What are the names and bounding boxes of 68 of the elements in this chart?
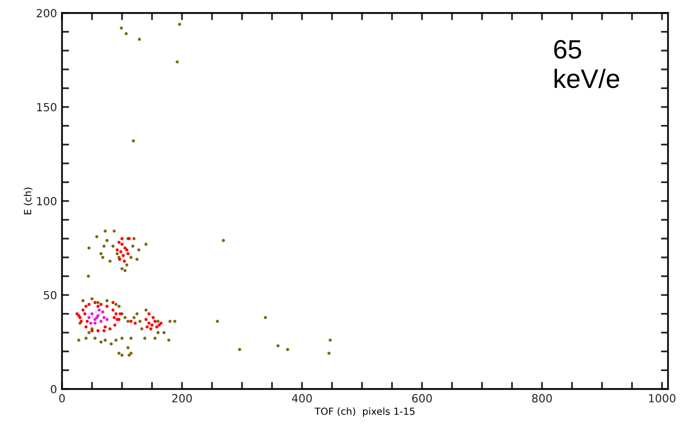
x-tick-label: 1000 [649,394,676,402]
point [153,320,157,323]
y-tick-label: 150 [37,102,56,112]
point [90,312,94,316]
point [89,322,92,325]
point [146,325,149,329]
x-tick-label: 400 [292,394,312,402]
point [87,316,91,320]
point [134,322,137,325]
point [111,308,115,312]
point [147,322,151,325]
point [102,329,106,332]
point [99,302,103,306]
point [120,237,124,240]
point [114,312,118,316]
x-tick-label: 600 [412,394,432,402]
point [152,316,155,320]
point [105,318,109,321]
point [102,316,106,320]
point [86,320,89,323]
point [104,325,107,329]
point [93,322,97,325]
point [150,324,154,327]
point [159,322,163,325]
point [155,325,158,329]
point [147,312,151,316]
point [117,240,121,244]
y-axis-title: E (ch) [24,188,32,214]
point [129,320,133,323]
y-tick-label: 100 [37,196,56,206]
annotation: 65 keV/e [554,40,620,88]
point [99,320,103,323]
point [144,318,148,321]
point [78,316,82,320]
point [123,246,127,250]
y-tick-label: 200 [36,8,56,18]
point [122,260,126,263]
point [93,300,97,304]
point [101,310,104,314]
x-tick-label: 200 [172,394,192,402]
point [105,304,109,308]
x-tick-label: 0 [59,394,65,402]
point [83,312,86,316]
point [94,310,98,314]
point [84,304,88,308]
point [112,316,116,320]
point [120,242,124,246]
point [87,302,91,306]
point [116,248,119,252]
point [149,327,152,330]
x-tick-label: 800 [532,394,552,402]
x-axis-title: TOF (ch) pixels 1-15 [314,407,415,417]
point [84,325,88,329]
point [125,248,128,252]
point [108,327,112,330]
point [81,308,85,312]
y-tick-label: 50 [44,290,56,300]
y-tick-label: 0 [50,384,56,394]
point [119,250,122,254]
point [158,324,161,327]
point [98,308,101,312]
point [96,329,100,332]
point [113,324,116,327]
point [126,252,130,256]
point [122,254,125,258]
point [98,312,102,316]
point [96,304,100,308]
point [111,300,115,304]
